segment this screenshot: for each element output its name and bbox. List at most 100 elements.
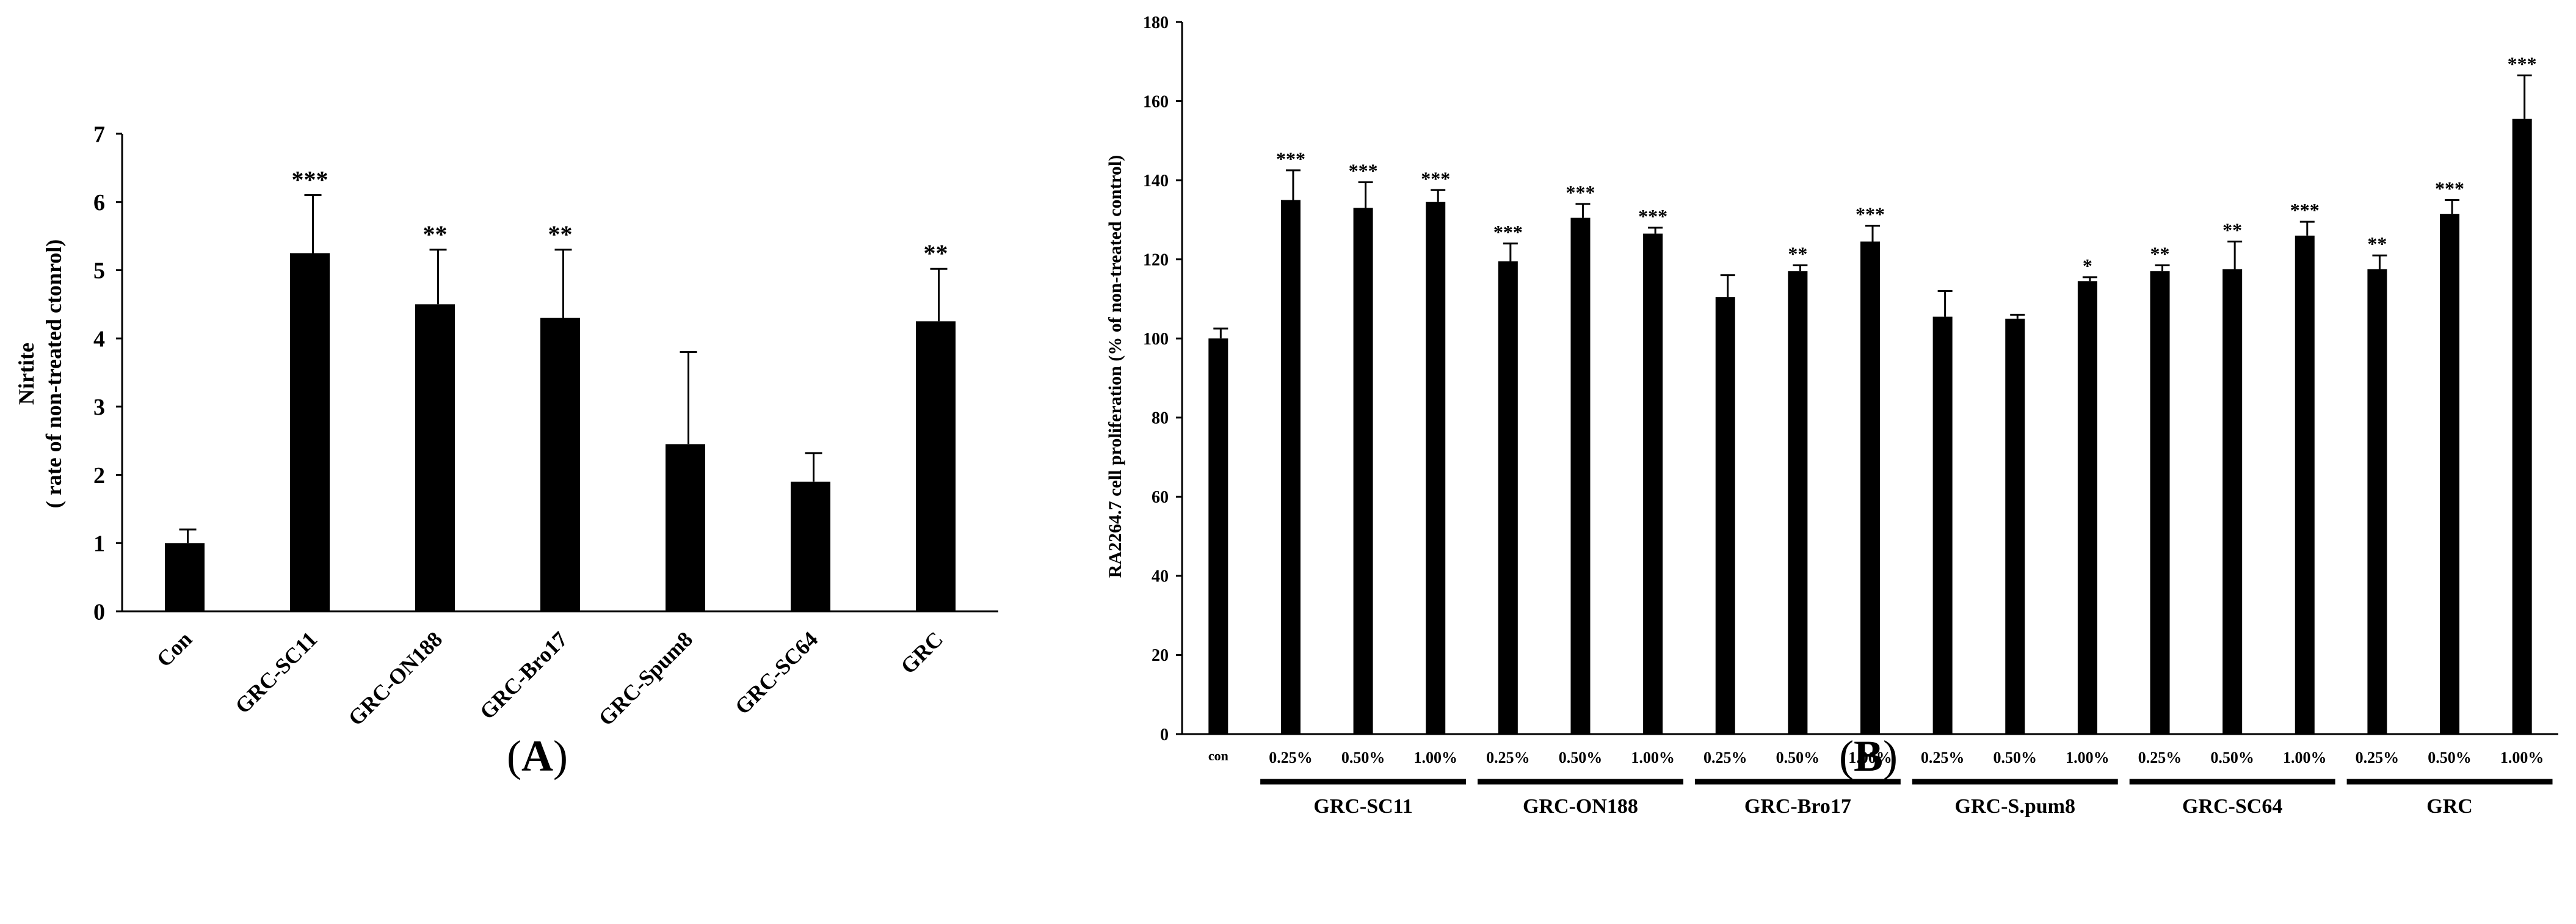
x-tick-label: 0.25% (2138, 749, 2182, 766)
group-label: GRC-SC64 (2182, 795, 2282, 818)
bar (540, 318, 580, 611)
panel-label-b-letter: B (1854, 732, 1883, 780)
y-tick-label: 4 (93, 326, 105, 352)
x-tick-label: GRC (896, 627, 948, 678)
bar (1426, 202, 1446, 734)
y-tick-label: 2 (93, 463, 105, 489)
x-tick-label: 0.50% (1994, 749, 2037, 766)
x-tick-label: 0.50% (2210, 749, 2254, 766)
bar (1570, 217, 1591, 734)
significance-marker: *** (2508, 53, 2537, 75)
y-tick-label: 120 (1143, 250, 1169, 269)
bar (1715, 297, 1735, 734)
x-tick-label: 0.25% (1269, 749, 1313, 766)
y-tick-label: 1 (93, 531, 105, 557)
significance-marker: ** (2150, 242, 2170, 264)
panel-label-b: (B) (1839, 732, 1898, 780)
significance-marker: *** (1566, 181, 1595, 203)
y-tick-label: 180 (1143, 13, 1169, 32)
x-tick-label: 0.50% (2428, 749, 2472, 766)
y-tick-label: 7 (93, 122, 105, 147)
significance-marker: *** (2290, 199, 2320, 221)
y-tick-label: 6 (93, 190, 105, 216)
y-tick-label: 100 (1143, 330, 1169, 349)
panel-label-a-letter: A (521, 732, 553, 780)
x-tick-label: 0.25% (1486, 749, 1530, 766)
x-tick-label: GRC-ON188 (343, 627, 447, 730)
x-tick-label: 1.00% (2066, 749, 2110, 766)
bar (2150, 271, 2170, 735)
significance-marker: ** (924, 239, 948, 267)
y-tick-label: 60 (1152, 488, 1169, 507)
chart-b-y-axis-title: RA2264.7 cell proliferation (% of non-tr… (1105, 155, 1125, 578)
bar (1208, 338, 1228, 734)
panel-label-a: (A) (507, 732, 568, 780)
group-label: GRC-SC11 (1313, 795, 1412, 818)
y-tick-label: 3 (93, 395, 105, 420)
bar (1860, 241, 1880, 734)
group-label: GRC-S.pum8 (1955, 795, 2075, 818)
y-tick-label: 20 (1152, 646, 1169, 665)
significance-marker: *** (2435, 178, 2464, 200)
bar (666, 444, 705, 611)
chart-a-y-axis-title-line2: ( rate of non-treated ctonrol) (42, 239, 66, 509)
x-tick-label: con (1208, 748, 1228, 763)
significance-marker: ** (2367, 233, 2387, 255)
bar (415, 304, 455, 611)
bar (1498, 261, 1518, 735)
bar (290, 253, 330, 611)
x-tick-label: 0.50% (1559, 749, 1603, 766)
y-tick-label: 40 (1152, 567, 1169, 586)
group-label: GRC-Bro17 (1744, 795, 1851, 818)
bar (2295, 235, 2315, 734)
x-tick-label: 0.25% (2356, 749, 2400, 766)
bar (2512, 118, 2532, 734)
x-tick-label: 0.25% (1921, 749, 1965, 766)
bar (1353, 208, 1373, 734)
bar (1788, 271, 1808, 735)
bar (1280, 200, 1301, 734)
y-tick-label: 80 (1152, 409, 1169, 428)
x-tick-label: 1.00% (2500, 749, 2544, 766)
bar (1932, 316, 1953, 734)
x-tick-label: GRC-SC11 (230, 627, 322, 718)
x-tick-label: 1.00% (1848, 749, 1892, 766)
x-tick-label: GRC-Spum8 (593, 627, 697, 730)
group-label: GRC-ON188 (1523, 795, 1638, 818)
significance-marker: *** (1856, 203, 1885, 225)
x-tick-label: GRC-SC64 (730, 627, 822, 719)
bar (2440, 214, 2460, 734)
x-tick-label: Con (152, 627, 197, 672)
chart-panel-b: 0 20 40 60 80 100 120 140 160 180 con 0.25% 0.50% 1.… (1105, 13, 2558, 818)
bar (1643, 233, 1663, 734)
bar (916, 321, 956, 611)
y-tick-label: 0 (1160, 726, 1169, 744)
y-tick-label: 140 (1143, 172, 1169, 191)
x-tick-label: 0.25% (1703, 749, 1747, 766)
significance-marker: ** (423, 220, 448, 248)
significance-marker: *** (1421, 167, 1450, 189)
x-tick-label: 1.00% (1631, 749, 1675, 766)
x-tick-label: 0.50% (1776, 749, 1820, 766)
bar (791, 481, 830, 611)
significance-marker: ** (548, 220, 573, 248)
significance-marker: * (2083, 255, 2092, 277)
significance-marker: *** (292, 166, 328, 194)
x-tick-label: 1.00% (1413, 749, 1457, 766)
significance-marker: *** (1349, 159, 1378, 181)
significance-marker: ** (2222, 219, 2242, 241)
group-label: GRC (2426, 795, 2473, 818)
bar (2077, 281, 2097, 734)
x-tick-label: GRC-Bro17 (475, 627, 572, 724)
y-tick-label: 5 (93, 258, 105, 284)
significance-marker: ** (1788, 242, 1807, 264)
bar (2367, 269, 2387, 735)
bar (2005, 318, 2025, 734)
chart-a-y-axis-title-line1: Nirtite (14, 343, 38, 405)
y-tick-label: 0 (93, 599, 105, 625)
significance-marker: *** (1493, 221, 1523, 243)
significance-marker: *** (1276, 148, 1305, 170)
bar (2222, 269, 2243, 735)
